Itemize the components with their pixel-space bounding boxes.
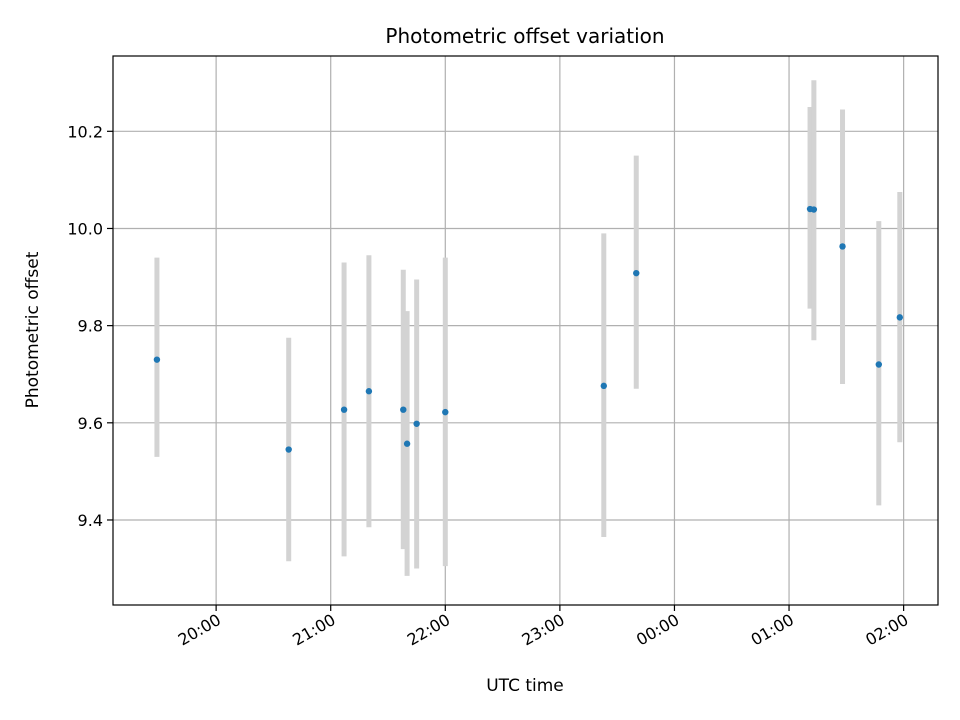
data-point: [839, 243, 846, 250]
y-tick-label: 9.4: [78, 511, 103, 530]
data-point: [633, 269, 640, 277]
y-axis: 9.4 9.6 9.8 10.0 10.2: [67, 122, 113, 530]
chart-title: Photometric offset variation: [385, 24, 664, 48]
data-point: [875, 361, 882, 368]
plot-area-frame: [112, 55, 939, 606]
data-point: [600, 382, 607, 390]
y-tick-label: 9.8: [78, 317, 103, 336]
data-points: [153, 205, 904, 453]
data-point: [340, 406, 348, 413]
data-point: [896, 314, 904, 321]
data-point: [442, 408, 449, 416]
data-point: [285, 446, 292, 453]
data-point: [403, 440, 411, 447]
x-axis-label: UTC time: [486, 676, 564, 696]
y-axis-label: Photometric offset: [23, 251, 43, 408]
data-point: [413, 420, 420, 427]
data-point: [153, 356, 161, 363]
y-tick-label: 10.2: [67, 122, 103, 141]
data-point: [400, 406, 407, 413]
data-point: [365, 388, 373, 395]
y-tick-label: 10.0: [67, 219, 103, 238]
y-tick-label: 9.6: [78, 414, 103, 433]
data-point: [810, 206, 818, 213]
